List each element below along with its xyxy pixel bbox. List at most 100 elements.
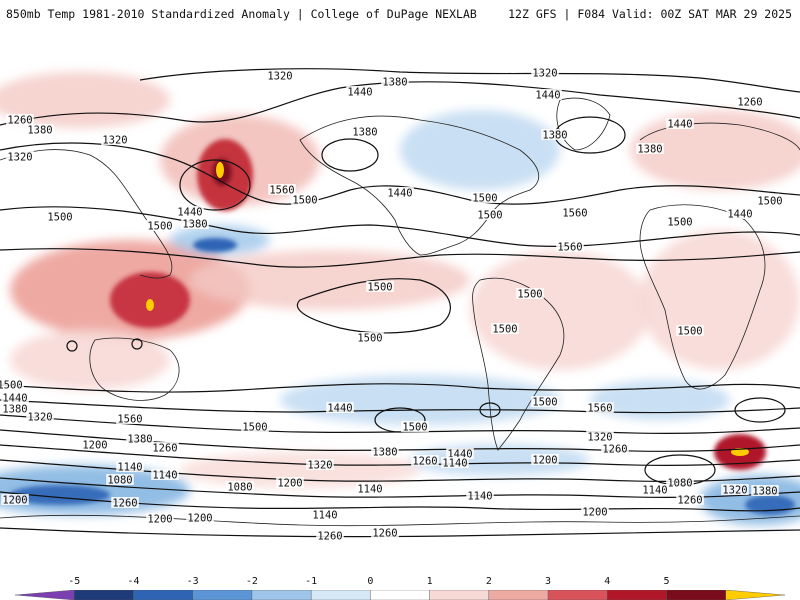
contour-label: 1500 (292, 195, 317, 207)
extreme-warm-kamchatka (216, 162, 224, 178)
contour-label: 1380 (127, 434, 152, 446)
contour-label: 1380 (182, 219, 207, 231)
extreme-warm-indonesia (146, 299, 154, 311)
contour-label-bg (151, 442, 179, 453)
contour-label-bg (1, 403, 29, 414)
contour-label: 1200 (82, 440, 107, 452)
contour-label: 1440 (535, 90, 560, 102)
contour-label-bg (116, 413, 144, 424)
contour-labels: 1320 138014401260138013201320138014401560… (0, 67, 784, 540)
contour-label-bg (676, 494, 704, 505)
colorbar-tick-label: 3 (545, 576, 552, 587)
contour-label-bg (326, 402, 354, 413)
colorbar-swatch (14, 590, 75, 600)
contour-label-bg (356, 332, 384, 343)
contour-label: 1560 (117, 414, 142, 426)
warm-anomaly-south-america (470, 250, 650, 370)
contour-label: 1320 (722, 485, 747, 497)
contour-label: 1440 (177, 207, 202, 219)
contour-label-bg (26, 124, 54, 135)
coastline-africa (639, 204, 766, 390)
contour-label-bg (721, 484, 749, 495)
contour-label: 1380 (382, 77, 407, 89)
contour-label-bg (356, 483, 384, 494)
contour-label: 1500 (477, 210, 502, 222)
contour-label: 1140 (117, 462, 142, 474)
contour-label: 1320 (587, 432, 612, 444)
anomaly-map: 1320 138014401260138013201320138014401560… (0, 40, 800, 540)
contour-label-bg (1, 494, 29, 505)
contour-label-bg (151, 469, 179, 480)
warm-anomaly-europe (630, 110, 800, 190)
contour-label-bg (531, 454, 559, 465)
contour-label-bg (516, 288, 544, 299)
contour-label: 1500 (677, 326, 702, 338)
colorbar-swatch (488, 590, 549, 600)
contour-label: 1200 (2, 495, 27, 507)
contour-low-hudson (321, 138, 379, 172)
contour-label: 1560 (562, 208, 587, 220)
colorbar-swatch (370, 590, 430, 600)
contour-label-bg (641, 484, 669, 495)
contour-label-bg (6, 114, 34, 125)
contour-label-bg (586, 402, 614, 413)
contour-label: 1440 (667, 119, 692, 131)
contour-1380-north (0, 81, 800, 126)
colorbar-tick-label: -2 (245, 576, 258, 587)
contour-label: 1080 (667, 478, 692, 490)
contour-low-small-1 (66, 340, 78, 352)
colorbar: -5 -4 -3 -2 -1 0 1 2 3 4 5 (0, 570, 800, 600)
contour-label-bg (6, 151, 34, 162)
contour-label: 1380 (352, 127, 377, 139)
contour-label-bg (756, 195, 784, 206)
contour-label-bg (111, 497, 139, 508)
contour-label-bg (311, 509, 339, 520)
contour-label-bg (46, 211, 74, 222)
contour-label: 1140 (152, 470, 177, 482)
contour-label-bg (534, 89, 562, 100)
contour-label-bg (561, 207, 589, 218)
contour-label-bg (441, 457, 469, 468)
contour-label: 1260 (677, 495, 702, 507)
coastline-antarctica (0, 514, 800, 527)
contour-1140-south (0, 477, 800, 498)
contour-label: 1320 (307, 460, 332, 472)
contour-label: 1500 (402, 422, 427, 434)
contour-label: 1500 (242, 422, 267, 434)
contour-label-bg (186, 512, 214, 523)
contour-label: 1260 (317, 531, 342, 541)
contour-label-bg (676, 325, 704, 336)
contour-label-bg (351, 126, 379, 137)
contour-label-bg (268, 184, 296, 195)
contour-label: 1440 (327, 403, 352, 415)
contour-label-bg (116, 461, 144, 472)
contour-label: 1260 (112, 498, 137, 510)
contour-label-bg (226, 481, 254, 492)
contour-label-bg (371, 446, 399, 457)
colorbar-tick-label: -1 (305, 576, 318, 587)
contour-label-bg (371, 527, 399, 538)
contour-label-bg (1, 392, 29, 403)
contour-label-bg (531, 67, 559, 78)
contour-label: 1560 (587, 403, 612, 415)
coastline-north-america (299, 115, 540, 256)
contour-label-bg (736, 96, 764, 107)
contour-label-bg (81, 439, 109, 450)
contour-label: 1380 (752, 486, 777, 498)
colorbar-tick-label: -3 (186, 576, 199, 587)
contour-label: 1500 (0, 380, 23, 392)
contour-label-bg (26, 411, 54, 422)
contour-label: 1320 (7, 152, 32, 164)
colorbar-swatch (666, 590, 726, 600)
contour-label: 1320 (267, 71, 292, 83)
contour-label-bg (636, 143, 664, 154)
contour-low-small-2 (131, 338, 143, 350)
contour-label-bg (666, 216, 694, 227)
contour-label: 1260 (737, 97, 762, 109)
contour-1320-north (139, 68, 800, 93)
colorbar-swatch (310, 590, 371, 600)
contour-label-bg (411, 455, 439, 466)
contour-label-bg (316, 530, 344, 540)
contour-label-bg (291, 194, 319, 205)
contour-label: 1560 (269, 185, 294, 197)
